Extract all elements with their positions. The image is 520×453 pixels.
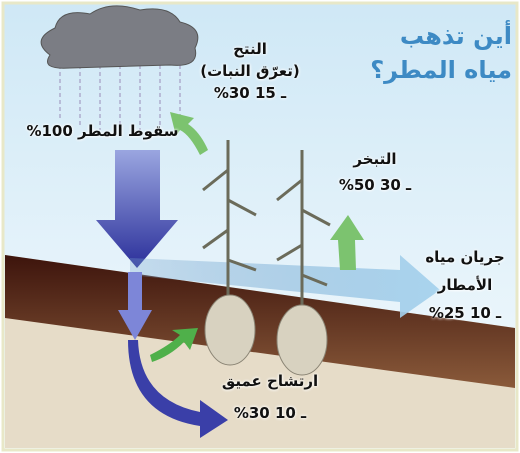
- runoff-range: %25 ـ 10: [415, 304, 515, 323]
- evaporation-label: التبخر: [330, 150, 420, 169]
- rainfall-label: سقوط المطر 100%: [10, 122, 195, 141]
- transpiration-label: النتح: [205, 40, 295, 59]
- runoff-label: الأمطار: [415, 276, 515, 295]
- evaporation-range: %50 ـ 30: [330, 176, 420, 195]
- cloud: [41, 6, 198, 68]
- title-line: مياه المطر؟: [370, 54, 512, 86]
- runoff-label: جريان مياه: [415, 248, 515, 267]
- transpiration-sublabel: (تعرّق النبات): [180, 62, 320, 81]
- deep-range: %30 ـ 10: [210, 404, 330, 423]
- title-line: أين تذهب: [400, 20, 512, 52]
- diagram: أين تذهب مياه المطر؟ النتح (تعرّق النبات…: [0, 0, 520, 453]
- deep-label: ارتشاح عميق: [210, 372, 330, 391]
- transpiration-range: %30 ـ 15: [205, 84, 295, 103]
